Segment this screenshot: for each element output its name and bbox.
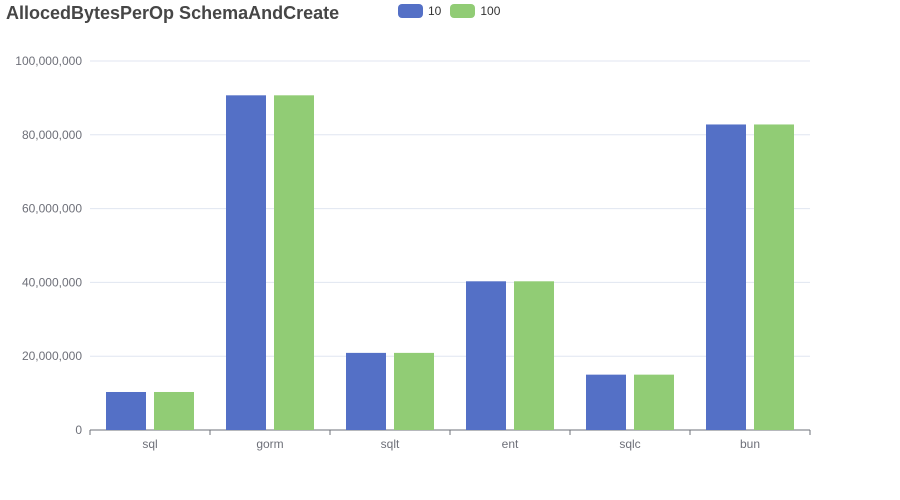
y-tick-label: 80,000,000	[22, 128, 82, 142]
x-tick-label: ent	[502, 437, 519, 451]
y-tick-label: 60,000,000	[22, 202, 82, 216]
y-tick-label: 100,000,000	[15, 54, 82, 68]
y-tick-label: 40,000,000	[22, 275, 82, 289]
y-tick-label: 0	[75, 423, 82, 437]
x-tick-label: sql	[142, 437, 157, 451]
legend-swatch-series-2	[450, 4, 476, 18]
bar-sqlt-series-1	[346, 352, 386, 430]
bar-sql-series-1	[106, 391, 146, 430]
bar-gorm-series-2	[274, 95, 314, 430]
bar-sqlc-series-2	[634, 374, 674, 430]
x-tick-label: sqlc	[619, 437, 640, 451]
legend-item-series-2[interactable]: 100	[450, 4, 500, 18]
legend-swatch-series-1	[398, 4, 423, 18]
legend-label-series-1: 10	[428, 4, 442, 18]
y-tick-label: 20,000,000	[22, 349, 82, 363]
bar-ent-series-2	[514, 281, 554, 430]
bar-bun-series-2	[754, 124, 794, 430]
legend-item-series-1[interactable]: 10	[398, 4, 441, 18]
bar-bun-series-1	[706, 124, 746, 430]
bar-sqlc-series-1	[586, 374, 626, 430]
x-tick-label: bun	[740, 437, 760, 451]
chart-legend: 10 100	[398, 4, 509, 18]
x-tick-label: gorm	[256, 437, 283, 451]
bar-sqlt-series-2	[394, 352, 434, 430]
bar-ent-series-1	[466, 281, 506, 430]
x-tick-label: sqlt	[381, 437, 400, 451]
legend-label-series-2: 100	[480, 4, 501, 18]
bar-sql-series-2	[154, 391, 194, 430]
chart-title: AllocedBytesPerOp SchemaAndCreate	[6, 3, 340, 23]
bar-gorm-series-1	[226, 95, 266, 430]
